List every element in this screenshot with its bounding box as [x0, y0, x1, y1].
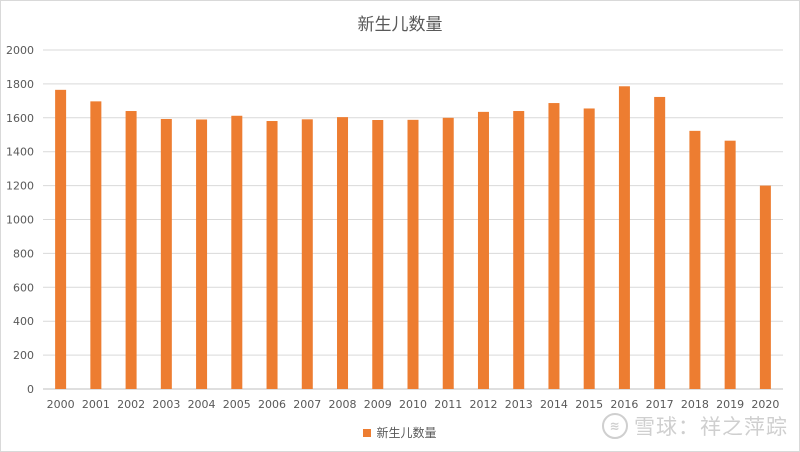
x-tick-label: 2013: [505, 398, 533, 411]
bar: [442, 117, 454, 390]
x-tick-label: 2003: [152, 398, 180, 411]
x-tick-label: 2009: [364, 398, 392, 411]
y-tick-label: 0: [27, 383, 34, 396]
bar: [55, 89, 67, 390]
y-tick-label: 1800: [6, 78, 34, 91]
x-tick-label: 2014: [540, 398, 568, 411]
bar: [372, 120, 384, 389]
y-tick-label: 1200: [6, 180, 34, 193]
x-tick-label: 2017: [646, 398, 674, 411]
x-tick-label: 2007: [293, 398, 321, 411]
bar: [513, 111, 525, 390]
x-tick-label: 2015: [575, 398, 603, 411]
x-tick-label: 2019: [716, 398, 744, 411]
x-tick-label: 2006: [258, 398, 286, 411]
chart-title: 新生儿数量: [357, 15, 443, 35]
bar: [724, 140, 736, 389]
x-tick-label: 2016: [610, 398, 638, 411]
bar: [759, 185, 771, 389]
bar: [407, 119, 419, 390]
x-tick-label: 2011: [434, 398, 462, 411]
x-tick-label: 2000: [47, 398, 75, 411]
x-tick-label: 2012: [469, 398, 497, 411]
y-tick-label: 1600: [6, 112, 34, 125]
bar: [196, 119, 208, 390]
bar: [301, 119, 313, 389]
legend: 新生儿数量: [0, 424, 800, 441]
x-tick-label: 2005: [223, 398, 251, 411]
legend-swatch: [363, 428, 372, 437]
bar: [337, 117, 349, 389]
x-tick-label: 2002: [117, 398, 145, 411]
bar: [125, 111, 137, 390]
bar: [548, 103, 560, 389]
y-tick-label: 1000: [6, 214, 34, 227]
y-tick-label: 2000: [6, 44, 34, 57]
y-tick-label: 400: [13, 315, 34, 328]
bar: [618, 86, 630, 389]
y-tick-label: 1400: [6, 146, 34, 159]
bar: [654, 96, 666, 389]
x-tick-label: 2001: [82, 398, 110, 411]
watermark: ≋ 雪球：祥之萍踪: [602, 411, 788, 441]
x-tick-label: 2020: [751, 398, 779, 411]
x-tick-label: 2004: [188, 398, 216, 411]
watermark-text: 雪球：祥之萍踪: [634, 415, 788, 439]
bar: [583, 108, 595, 389]
y-tick-label: 600: [13, 281, 34, 294]
bar: [477, 111, 489, 390]
y-tick-label: 200: [13, 349, 34, 362]
legend-label: 新生儿数量: [376, 426, 437, 440]
y-tick-label: 800: [13, 247, 34, 260]
bar: [160, 118, 172, 389]
xueqiu-logo-icon: ≋: [602, 413, 628, 439]
bar: [231, 115, 243, 390]
bar: [266, 121, 278, 389]
x-tick-label: 2008: [329, 398, 357, 411]
x-tick-label: 2018: [681, 398, 709, 411]
bar: [90, 101, 102, 390]
bar: [689, 130, 701, 389]
x-tick-label: 2010: [399, 398, 427, 411]
